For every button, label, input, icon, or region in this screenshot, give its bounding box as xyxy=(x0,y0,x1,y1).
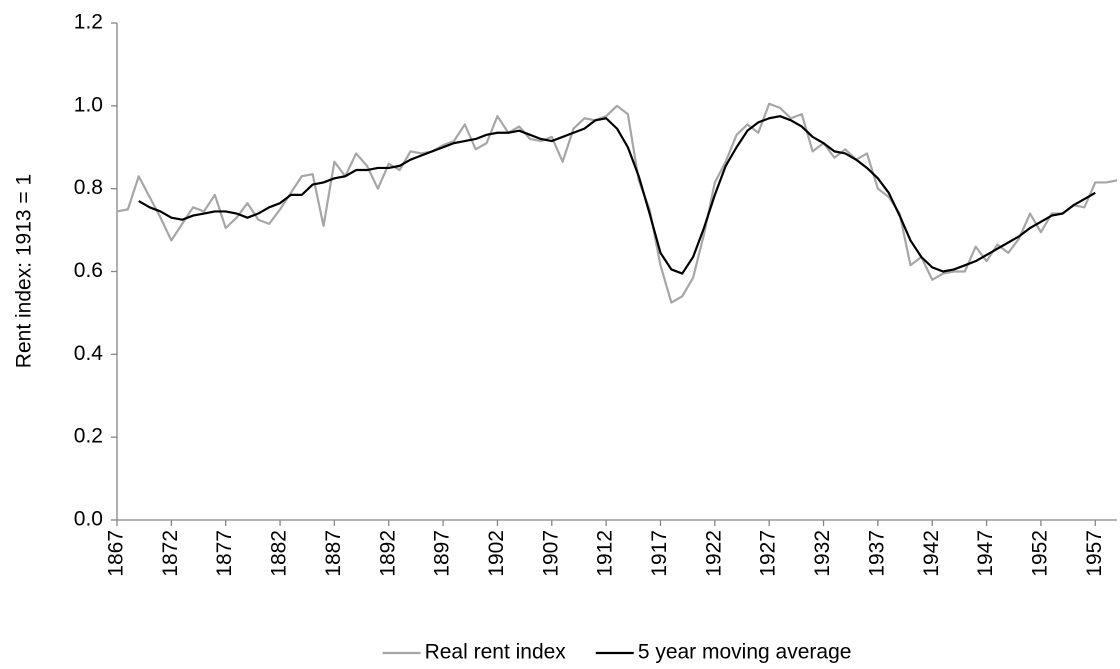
x-tick-label: 1917 xyxy=(648,530,671,577)
y-axis-title: Rent index: 1913 = 1 xyxy=(13,174,36,368)
x-tick-label: 1882 xyxy=(268,530,291,577)
y-tick-label: 0.6 xyxy=(74,259,103,282)
y-tick-label: 1.0 xyxy=(74,93,103,116)
y-tick-label: 0.2 xyxy=(74,425,103,448)
x-tick-label: 1957 xyxy=(1083,530,1106,577)
x-tick-label: 1912 xyxy=(594,530,617,577)
line-series xyxy=(138,115,1096,275)
y-tick-label: 0.8 xyxy=(74,176,103,199)
x-tick-label: 1877 xyxy=(213,530,236,577)
line-series xyxy=(116,102,1118,304)
x-tick-label: 1932 xyxy=(811,530,834,577)
x-tick-label: 1887 xyxy=(322,530,345,577)
x-tick-label: 1897 xyxy=(431,530,454,577)
x-tick-label: 1942 xyxy=(920,530,943,577)
x-tick-label: 1872 xyxy=(159,530,182,577)
legend: Real rent index 5 year moving average xyxy=(382,641,852,664)
y-tick-label: 0.4 xyxy=(74,342,104,365)
x-tick-label: 1927 xyxy=(757,530,780,577)
y-tick-label: 1.2 xyxy=(74,11,103,34)
x-tick-label: 1947 xyxy=(974,530,997,577)
x-tick-label: 1867 xyxy=(105,530,128,577)
x-tick-label: 1902 xyxy=(485,530,508,577)
x-tick-label: 1892 xyxy=(376,530,399,577)
x-tick-label: 1922 xyxy=(702,530,725,577)
x-tick-label: 1907 xyxy=(539,530,562,577)
legend-label: Real rent index xyxy=(425,641,567,664)
x-tick-label: 1952 xyxy=(1028,530,1051,577)
y-tick-label: 0.0 xyxy=(74,508,103,531)
x-tick-label: 1937 xyxy=(865,530,888,577)
legend-label: 5 year moving average xyxy=(638,641,852,664)
